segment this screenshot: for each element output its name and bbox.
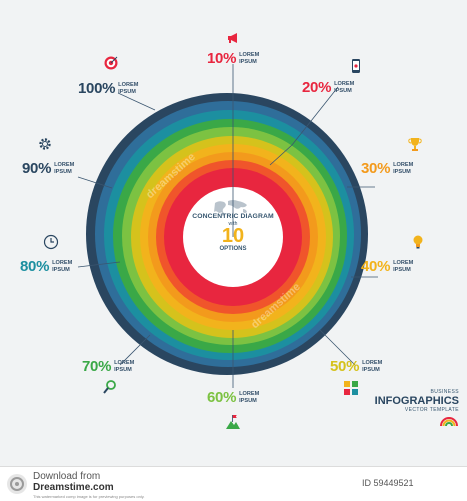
brand-subtitle: VECTOR TEMPLATE [404, 407, 459, 413]
callout-text: LOREM IPSUM [334, 81, 354, 94]
callout-line-1: LOREM [54, 162, 75, 169]
callout-text: LOREM IPSUM [239, 391, 259, 404]
callout-3: 30% LOREM IPSUM [361, 160, 413, 177]
callout-5: 50% LOREM IPSUM [330, 358, 382, 375]
callout-percent: 90% [22, 160, 52, 177]
brand-title: INFOGRAPHICS [374, 395, 459, 407]
callout-text: LOREM IPSUM [239, 52, 259, 65]
callout-line-1: LOREM [239, 52, 260, 59]
callout-percent: 100% [78, 80, 116, 97]
callout-text: LOREM IPSUM [362, 360, 382, 373]
brand-business: BUSINESS [430, 389, 459, 395]
magnifier-icon [102, 379, 118, 395]
callout-line-2: IPSUM [362, 366, 380, 373]
callout-percent: 50% [330, 358, 360, 375]
callout-10: 100% LOREM IPSUM [78, 80, 138, 97]
footer-site-link[interactable]: Dreamstime.com [33, 482, 114, 493]
callout-text: LOREM IPSUM [54, 162, 74, 175]
callout-percent: 70% [82, 358, 112, 375]
center-options: OPTIONS [219, 246, 247, 252]
footer-image-id: ID 59449521 [362, 478, 414, 488]
callout-line-1: LOREM [393, 260, 414, 267]
leader-line [119, 334, 151, 366]
callout-line-1: LOREM [393, 162, 414, 169]
callout-line-1: LOREM [118, 82, 139, 89]
leader-line [319, 329, 356, 366]
callout-line-2: IPSUM [239, 397, 257, 404]
callout-7: 70% LOREM IPSUM [82, 358, 134, 375]
leader-line [77, 261, 121, 268]
callout-line-2: IPSUM [114, 366, 132, 373]
callout-line-2: IPSUM [239, 58, 257, 65]
callout-percent: 60% [207, 389, 237, 406]
callout-1: 10% LOREM IPSUM [207, 50, 259, 67]
callout-8: 80% LOREM IPSUM [20, 258, 72, 275]
callout-2: 20% LOREM IPSUM [302, 79, 354, 96]
leader-line [269, 86, 339, 166]
callout-percent: 20% [302, 79, 332, 96]
callout-line-2: IPSUM [334, 87, 352, 94]
mountain-flag-icon [225, 414, 241, 430]
callout-line-2: IPSUM [393, 168, 411, 175]
callout-text: LOREM IPSUM [118, 82, 138, 95]
callout-4: 40% LOREM IPSUM [361, 258, 413, 275]
footer-notice: This watermarked comp image is for previ… [33, 494, 145, 499]
center-with: with [228, 221, 238, 227]
callout-line-2: IPSUM [52, 266, 70, 273]
callout-6: 60% LOREM IPSUM [207, 389, 259, 406]
callout-text: LOREM IPSUM [114, 360, 134, 373]
callout-line-2: IPSUM [54, 168, 72, 175]
center-label: CONCENTRIC DIAGRAM with 10 OPTIONS [183, 213, 283, 252]
callout-percent: 80% [20, 258, 50, 275]
callout-percent: 40% [361, 258, 391, 275]
gear-icon [37, 136, 53, 152]
callout-percent: 10% [207, 50, 237, 67]
footer-bar: Download from Dreamstime.com This waterm… [0, 466, 467, 501]
center-count: 10 [221, 225, 245, 247]
callout-line-1: LOREM [334, 81, 355, 88]
callout-text: LOREM IPSUM [52, 260, 72, 273]
callout-text: LOREM IPSUM [393, 260, 413, 273]
callout-percent: 30% [361, 160, 391, 177]
callout-line-1: LOREM [239, 391, 260, 398]
trophy-icon [407, 136, 423, 152]
megaphone-icon [225, 30, 241, 46]
callout-text: LOREM IPSUM [393, 162, 413, 175]
callout-line-2: IPSUM [393, 266, 411, 273]
lightbulb-icon [410, 234, 426, 250]
callout-line-1: LOREM [114, 360, 135, 367]
smartphone-icon [348, 58, 364, 74]
callout-line-2: IPSUM [118, 88, 136, 95]
brand-rainbow-icon [440, 417, 458, 427]
callout-line-1: LOREM [52, 260, 73, 267]
world-map-icon [214, 200, 247, 216]
leader-line [77, 176, 113, 189]
brand-block: BUSINESS INFOGRAPHICS VECTOR TEMPLATE [329, 389, 459, 432]
callout-line-1: LOREM [362, 360, 383, 367]
callout-9: 90% LOREM IPSUM [22, 160, 74, 177]
leader-line [117, 92, 156, 111]
puzzle-icon [343, 380, 359, 396]
center-title: CONCENTRIC DIAGRAM [192, 213, 274, 220]
dreamstime-logo [7, 474, 27, 494]
target-icon [103, 55, 119, 71]
clock-icon [43, 234, 59, 250]
footer-download-label: Download from [33, 471, 101, 482]
